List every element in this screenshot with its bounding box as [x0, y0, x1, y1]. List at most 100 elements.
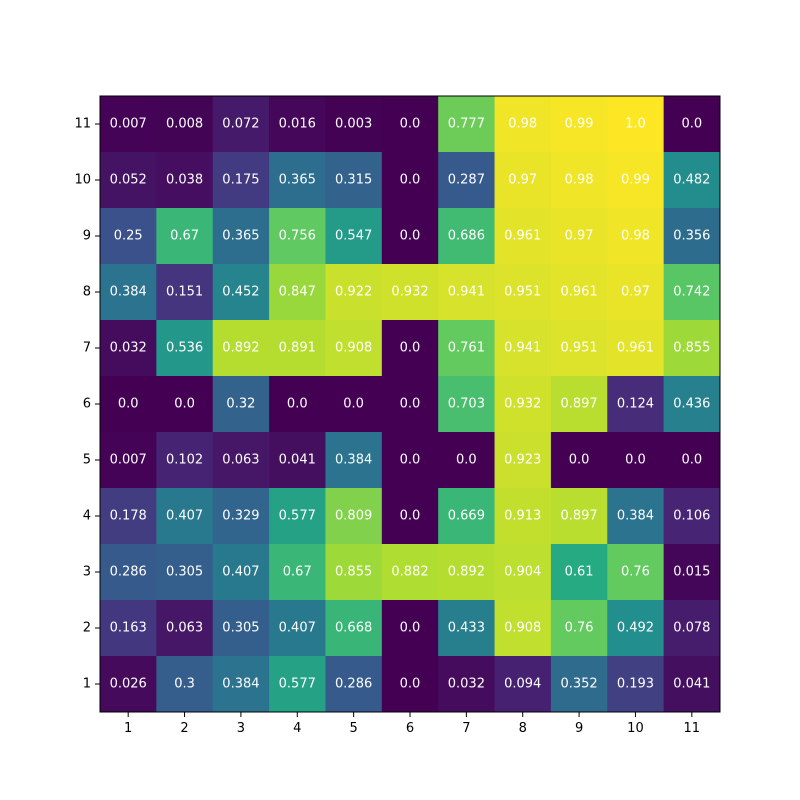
heatmap-cell [325, 208, 383, 265]
cell-value-label: 0.492 [617, 621, 654, 636]
heatmap-cell [212, 320, 270, 377]
heatmap-cell [494, 432, 552, 489]
cell-value-label: 0.577 [279, 509, 316, 524]
cell-value-label: 0.0 [681, 453, 702, 468]
x-tick-label: 2 [180, 721, 188, 736]
x-tick-label: 9 [575, 721, 583, 736]
heatmap-cells [100, 96, 721, 713]
heatmap-cell [212, 152, 270, 209]
heatmap-cell [325, 320, 383, 377]
cell-value-label: 0.063 [222, 453, 259, 468]
cell-value-label: 0.0 [681, 117, 702, 132]
cell-value-label: 0.305 [222, 621, 259, 636]
heatmap-cell [100, 376, 157, 433]
heatmap-cell [663, 320, 721, 377]
heatmap-cell [607, 488, 665, 545]
heatmap-cell [607, 376, 665, 433]
heatmap-cell [269, 432, 326, 489]
heatmap-cell [494, 488, 552, 545]
heatmap-cell [325, 432, 383, 489]
heatmap-cell [607, 208, 665, 265]
cell-value-label: 0.0 [569, 453, 590, 468]
heatmap-cell [550, 376, 608, 433]
heatmap-cell [156, 432, 214, 489]
x-tick-label: 3 [237, 721, 245, 736]
cell-value-label: 0.855 [673, 341, 710, 356]
heatmap-cell [212, 264, 270, 321]
cell-value-label: 0.193 [617, 677, 654, 692]
heatmap-cell [212, 656, 270, 713]
cell-value-labels: 0.007 0.008 0.072 0.016 0.003 0.0 0.777 0.98 0.9… [110, 117, 711, 692]
cell-value-label: 0.98 [565, 173, 594, 188]
heatmap-cell [325, 96, 383, 153]
heatmap-cell [212, 96, 270, 153]
heatmap-cell [663, 96, 721, 153]
cell-value-label: 0.124 [617, 397, 654, 412]
heatmap-cell [156, 264, 214, 321]
heatmap-cell [381, 152, 439, 209]
heatmap-cell [269, 544, 326, 601]
cell-value-label: 0.67 [170, 229, 199, 244]
cell-value-label: 0.892 [448, 565, 485, 580]
cell-value-label: 0.032 [448, 677, 485, 692]
cell-value-label: 0.178 [110, 509, 147, 524]
heatmap-cell [381, 96, 439, 153]
cell-value-label: 0.0 [400, 677, 421, 692]
cell-value-label: 0.913 [504, 509, 541, 524]
heatmap-cell [212, 208, 270, 265]
heatmap-cell [663, 600, 721, 657]
cell-value-label: 0.891 [279, 341, 316, 356]
cell-value-label: 0.97 [621, 285, 650, 300]
cell-value-label: 0.961 [560, 285, 597, 300]
heatmap-cell [325, 656, 383, 713]
cell-value-label: 0.384 [110, 285, 147, 300]
y-tick-label: 8 [83, 285, 91, 300]
heatmap-cell [325, 376, 383, 433]
cell-value-label: 0.0 [400, 453, 421, 468]
heatmap-cell [269, 264, 326, 321]
heatmap-cell [550, 96, 608, 153]
heatmap-cell [100, 96, 157, 153]
cell-value-label: 0.078 [673, 621, 710, 636]
heatmap-cell [494, 544, 552, 601]
cell-value-label: 0.99 [621, 173, 650, 188]
y-tick-label: 10 [74, 173, 91, 188]
x-tick-label: 8 [519, 721, 527, 736]
heatmap-cell [381, 320, 439, 377]
heatmap-cell [156, 96, 214, 153]
cell-value-label: 0.407 [279, 621, 316, 636]
heatmap-cell [156, 600, 214, 657]
heatmap-cell [494, 376, 552, 433]
cell-value-label: 0.286 [110, 565, 147, 580]
heatmap-cell [100, 656, 157, 713]
heatmap-cell [550, 544, 608, 601]
y-tick-label: 2 [83, 621, 91, 636]
heatmap-cell [607, 320, 665, 377]
cell-value-label: 0.352 [560, 677, 597, 692]
cell-value-label: 0.384 [222, 677, 259, 692]
x-axis: 1 2 3 4 5 6 7 8 9 10 11 [124, 712, 700, 736]
heatmap-cell [438, 152, 496, 209]
cell-value-label: 0.669 [448, 509, 485, 524]
cell-value-label: 0.356 [673, 229, 710, 244]
heatmap-cell [550, 208, 608, 265]
heatmap-cell [494, 600, 552, 657]
cell-value-label: 0.99 [565, 117, 594, 132]
heatmap-cell [100, 264, 157, 321]
cell-value-label: 0.151 [166, 285, 203, 300]
cell-value-label: 0.094 [504, 677, 541, 692]
heatmap-cell [550, 152, 608, 209]
cell-value-label: 0.686 [448, 229, 485, 244]
heatmap-cell [325, 600, 383, 657]
cell-value-label: 0.384 [617, 509, 654, 524]
heatmap-cell [269, 488, 326, 545]
heatmap-cell [494, 320, 552, 377]
cell-value-label: 0.384 [335, 453, 372, 468]
cell-value-label: 0.961 [504, 229, 541, 244]
cell-value-label: 0.922 [335, 285, 372, 300]
cell-value-label: 0.951 [504, 285, 541, 300]
cell-value-label: 0.003 [335, 117, 372, 132]
cell-value-label: 0.932 [391, 285, 428, 300]
heatmap-cell [438, 656, 496, 713]
heatmap-cell [100, 600, 157, 657]
